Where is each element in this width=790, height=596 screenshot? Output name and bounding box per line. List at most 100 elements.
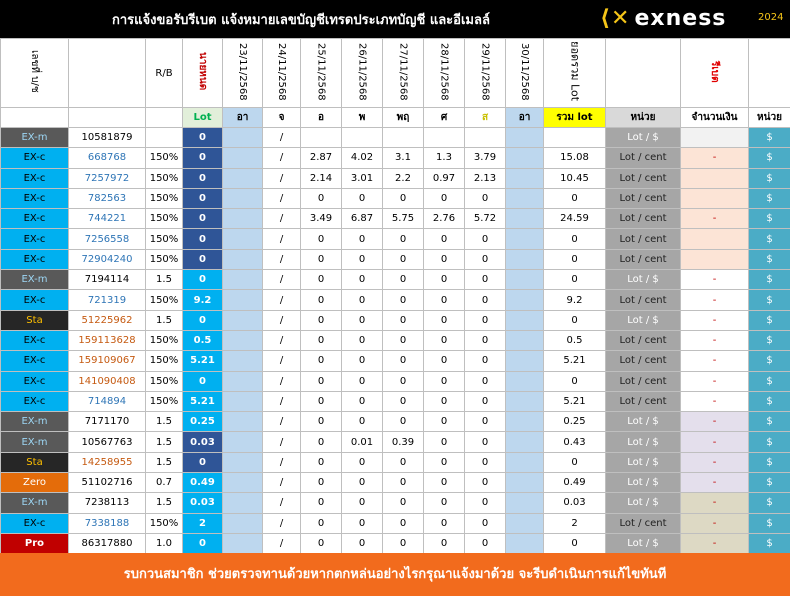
day-lot: 0: [382, 289, 424, 311]
day-lot: 0: [300, 228, 342, 250]
day-cell: [222, 167, 263, 189]
blank: [0, 107, 69, 128]
title: การแจ้งขอรับรีเบต แจ้งหมายเลขบัญชีเทรดปร…: [112, 13, 490, 28]
account-header-text: เลขที่ บ/ช: [29, 50, 40, 93]
day-lot: 0: [464, 370, 506, 392]
day-lot: 0: [382, 370, 424, 392]
account-number: 714894: [68, 390, 146, 413]
total-header-text: ยอดรวม Lot: [568, 41, 582, 102]
day-mark: /: [262, 248, 301, 271]
day-lot: 0: [423, 390, 465, 413]
day-mark: /: [262, 208, 301, 230]
day-lot: 0: [382, 329, 424, 352]
day-lot: 0: [300, 532, 342, 555]
day-mark: /: [262, 451, 301, 474]
day-lot: 0: [341, 532, 383, 555]
account-type: EX-m: [0, 492, 69, 514]
account-number: 72904240: [68, 248, 146, 271]
table-row: EX-c 744221 150% 0 /3.49 6.87 5.75 2.76 5.72 24.5…: [0, 208, 790, 230]
table-row: EX-c 72904240 150% 0/0 0 0 0 0 0 Lot / cent $: [0, 248, 790, 271]
day-lot: 0: [382, 390, 424, 413]
amount: [680, 248, 749, 271]
title-bar: การแจ้งขอรับรีเบต แจ้งหมายเลขบัญชีเทรดปร…: [0, 0, 790, 38]
amount: -: [680, 390, 749, 413]
day-lot: 0: [382, 411, 424, 433]
account-number: 51225962: [68, 309, 146, 331]
day-cell: [222, 187, 263, 210]
lot: 0: [182, 309, 223, 331]
footer-note: รบกวนสมาชิก ช่วยตรวจทานด้วยหากตกหล่นอย่า…: [0, 553, 790, 596]
day-lot: 0: [300, 472, 342, 494]
total-lot: 24.59: [543, 208, 606, 230]
day-lot: 3.79: [464, 147, 506, 169]
rb: 150%: [145, 187, 183, 210]
account-type: EX-c: [0, 512, 69, 534]
day-cell: [505, 167, 544, 189]
lot: 9.2: [182, 289, 223, 311]
account-type: EX-c: [0, 228, 69, 250]
day-lot: 0: [300, 187, 342, 210]
day-lot: 0: [300, 431, 342, 453]
day-cell: [222, 451, 263, 474]
date-header: 28/11/2568: [423, 38, 465, 108]
total-lot: 5.21: [543, 350, 606, 372]
rebate-header: รีเบต: [680, 38, 749, 108]
account-number: 10567763: [68, 431, 146, 453]
currency: $: [748, 289, 790, 311]
total-lot: [543, 126, 606, 149]
account-type: EX-c: [0, 390, 69, 413]
table-row: EX-c 7338188 150% 2/0 0 0 0 0 2 Lot / cent - $: [0, 512, 790, 534]
blank-header: [605, 38, 681, 108]
day-lot: [341, 126, 383, 149]
date-header: 26/11/2568: [341, 38, 383, 108]
day-lot: 0: [300, 451, 342, 474]
day-lot: 3.01: [341, 167, 383, 189]
currency: $: [748, 350, 790, 372]
account-type: EX-c: [0, 350, 69, 372]
total-lot: 15.08: [543, 147, 606, 169]
account-number: 51102716: [68, 472, 146, 494]
day-lot: 0: [341, 289, 383, 311]
day-lot: [382, 126, 424, 149]
table-row: EX-c 159113628 150% 0.5/0 0 0 0 0 0.5 Lot / cent -…: [0, 329, 790, 352]
table-row: EX-m 10567763 1.5 0.03/0 0.01 0.39 0 0 0.43 Lot /…: [0, 431, 790, 453]
day-cell: [505, 472, 544, 494]
day-lot: 0: [341, 350, 383, 372]
total-header: ยอดรวม Lot: [543, 38, 606, 108]
amount: -: [680, 451, 749, 474]
lot: 5.21: [182, 390, 223, 413]
account-type: EX-m: [0, 126, 69, 149]
day-lot: 0: [341, 329, 383, 352]
unit: Lot / $: [605, 309, 681, 331]
account-type: EX-c: [0, 248, 69, 271]
blank: [68, 107, 146, 128]
table-row: EX-m 7238113 1.5 0.03/0 0 0 0 0 0.03 Lot / $ - $: [0, 492, 790, 514]
account-header: เลขที่ บ/ช: [0, 38, 69, 108]
day-cell: [222, 370, 263, 392]
rb: 0.7: [145, 472, 183, 494]
day-cell: [505, 431, 544, 453]
day-lot: 0.97: [423, 167, 465, 189]
day-cell: [505, 147, 544, 169]
day-lot: 0: [423, 411, 465, 433]
rb: 150%: [145, 370, 183, 392]
amount: [680, 167, 749, 189]
day-lot: 0: [382, 472, 424, 494]
year: 2024: [758, 12, 784, 23]
date-header-text: 29/11/2568: [479, 42, 491, 101]
day-mark: /: [262, 147, 301, 169]
day-mark: /: [262, 329, 301, 352]
currency: $: [748, 492, 790, 514]
currency: $: [748, 269, 790, 291]
day-lot: 0: [300, 309, 342, 331]
day-lot: 5.72: [464, 208, 506, 230]
total-lot: 2: [543, 512, 606, 534]
total-lot: 0.43: [543, 431, 606, 453]
day-cell: [222, 248, 263, 271]
day-lot: 0: [423, 512, 465, 534]
weekday: ศ: [423, 107, 465, 128]
day-cell: [222, 228, 263, 250]
date-header: 29/11/2568: [464, 38, 506, 108]
account-type: EX-m: [0, 431, 69, 453]
day-cell: [222, 208, 263, 230]
